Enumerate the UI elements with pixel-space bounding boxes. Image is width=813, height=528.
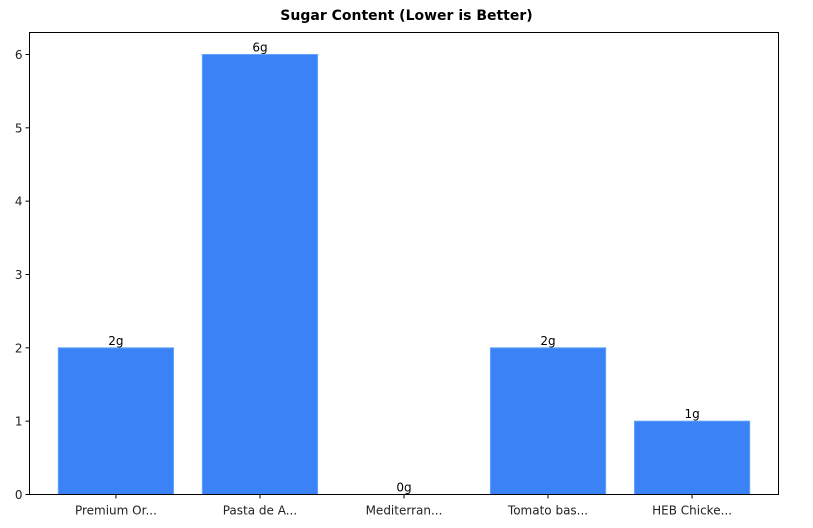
- y-tick-label: 0: [15, 488, 23, 502]
- bar-value-label: 0g: [396, 481, 411, 495]
- y-tick-label: 4: [15, 195, 23, 209]
- plot-frame: [29, 32, 779, 495]
- bar: [489, 347, 607, 496]
- bar-value-label: 1g: [684, 407, 699, 421]
- x-axis: Premium Or... Pasta de A... Mediterran... T…: [75, 494, 732, 518]
- y-tick-label: 6: [15, 48, 23, 62]
- y-tick-label: 2: [15, 341, 23, 355]
- bar-value-label: 2g: [540, 334, 555, 348]
- x-tick-label: Mediterran...: [366, 504, 443, 518]
- y-tick-label: 1: [15, 415, 23, 429]
- y-axis: 0 1 2 3 4 5 6: [15, 48, 30, 502]
- x-tick-label: HEB Chicke...: [652, 504, 732, 518]
- chart-title: Sugar Content (Lower is Better): [280, 8, 533, 24]
- bar: [57, 347, 175, 496]
- bars-group: 2g 6g 0g 2g 1g: [57, 41, 751, 496]
- x-tick-label: Premium Or...: [75, 504, 157, 518]
- bar-value-label: 6g: [252, 41, 267, 55]
- bar-value-label: 2g: [108, 334, 123, 348]
- y-tick-label: 5: [15, 121, 23, 135]
- y-tick-label: 3: [15, 268, 23, 282]
- bar: [633, 420, 751, 495]
- x-tick-label: Tomato bas...: [507, 504, 588, 518]
- bar: [201, 54, 319, 495]
- x-tick-label: Pasta de A...: [223, 504, 297, 518]
